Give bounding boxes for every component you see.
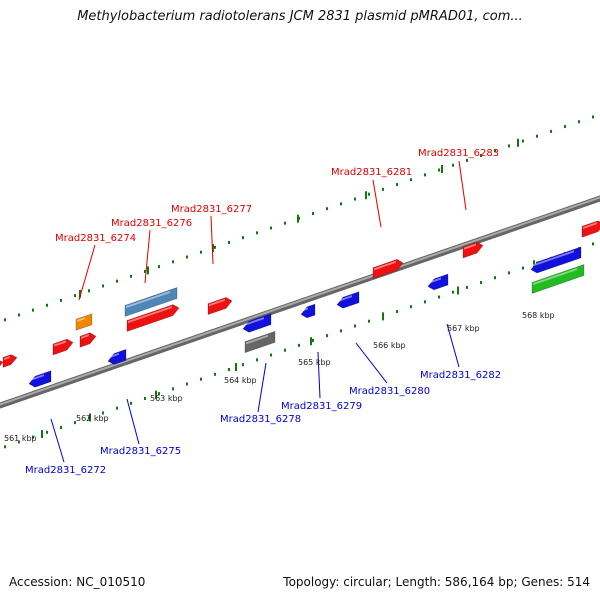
- gene-label-forward: Mrad2831_6277: [171, 204, 252, 215]
- gene-label-reverse: Mrad2831_6280: [349, 386, 430, 397]
- leader-line: [372, 179, 382, 228]
- gene-reverse: [530, 246, 582, 274]
- gene-steel: [124, 287, 178, 317]
- kbp-label: 566 kbp: [373, 341, 406, 350]
- gene-label-forward: Mrad2831_6274: [55, 233, 136, 244]
- gene-forward: [462, 241, 484, 259]
- gene-reverse: [300, 303, 316, 319]
- gene-forward: [0, 359, 4, 372]
- gene-reverse: [28, 370, 52, 388]
- genes: [0, 220, 600, 388]
- backbone: [0, 195, 600, 409]
- gene-label-forward: Mrad2831_6283: [418, 148, 499, 159]
- gene-label-forward: Mrad2831_6276: [111, 218, 192, 229]
- kbp-label: 563 kbp: [150, 394, 183, 403]
- kbp-label: 561 kbp: [4, 434, 37, 443]
- gene-label-reverse: Mrad2831_6278: [220, 414, 301, 425]
- leader-line: [355, 342, 388, 384]
- gene-forward: [126, 304, 180, 332]
- gene-forward: [52, 338, 74, 356]
- gene-forward: [79, 332, 97, 348]
- gene-reverse: [336, 291, 360, 309]
- gene-label-reverse: Mrad2831_6282: [420, 370, 501, 381]
- gene-reverse: [427, 273, 449, 291]
- leader-line: [257, 362, 267, 413]
- gene-reverse: [107, 348, 127, 365]
- leader-line: [458, 160, 467, 211]
- labels: 561 kbp 562 kbp 563 kbp 564 kbp 565 kbp 566 k…: [4, 148, 555, 476]
- kbp-label: 564 kbp: [224, 376, 257, 385]
- gene-label-forward: Mrad2831_6281: [331, 167, 412, 178]
- gene-forward: [581, 220, 600, 238]
- leader-line: [144, 229, 151, 284]
- gene-label-reverse: Mrad2831_6275: [100, 446, 181, 457]
- gene-orange: [75, 313, 93, 331]
- leader-line: [50, 418, 65, 463]
- map-title: Methylobacterium radiotolerans JCM 2831 …: [77, 9, 523, 24]
- kbp-label: 568 kbp: [522, 311, 555, 320]
- leader-line: [78, 244, 96, 301]
- kbp-label: 567 kbp: [447, 324, 480, 333]
- leader-line: [446, 323, 460, 368]
- accession-text: Accession: NC_010510: [9, 575, 146, 589]
- gene-forward: [207, 297, 233, 316]
- gene-gray: [244, 330, 276, 354]
- gene-label-reverse: Mrad2831_6272: [25, 465, 106, 476]
- tick-marks: [4, 115, 594, 449]
- kbp-label: 562 kbp: [76, 414, 109, 423]
- gene-forward: [2, 354, 18, 368]
- gene-label-reverse: Mrad2831_6279: [281, 401, 362, 412]
- leader-line: [210, 215, 214, 265]
- gene-green: [531, 264, 585, 294]
- leader-line: [317, 351, 321, 399]
- backbone-highlight: [0, 196, 600, 406]
- leader-line: [126, 398, 140, 445]
- genome-stats-text: Topology: circular; Length: 586,164 bp; …: [283, 575, 590, 589]
- label-leaders: [50, 160, 467, 463]
- kbp-label: 565 kbp: [298, 358, 331, 367]
- gene-forward: [372, 259, 404, 280]
- gene-reverse: [242, 313, 272, 333]
